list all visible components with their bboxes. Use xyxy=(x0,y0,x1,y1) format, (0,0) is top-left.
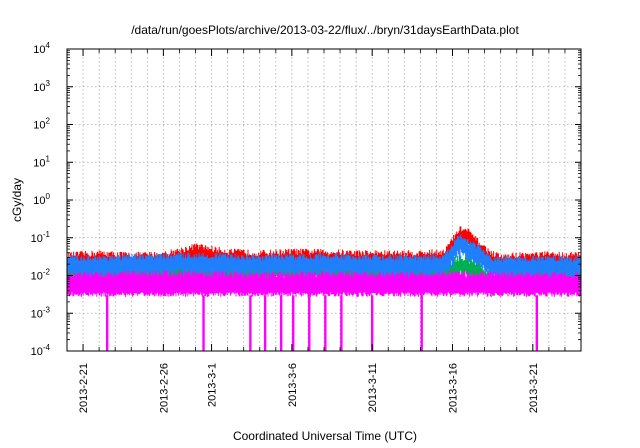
y-tick-label: 104 xyxy=(33,41,50,56)
y-tick-label: 10-2 xyxy=(31,268,51,283)
dropout-spike xyxy=(279,295,283,351)
dropout-spike xyxy=(292,295,295,351)
dropout-spike xyxy=(202,295,205,351)
dropout-spike xyxy=(324,295,327,351)
y-tick-exponent: -3 xyxy=(43,305,51,314)
y-tick-exponent: 0 xyxy=(46,192,51,201)
y-tick-label: 10-1 xyxy=(31,230,51,245)
dropout-spike xyxy=(105,295,109,351)
y-tick-label: 10-4 xyxy=(31,343,51,358)
series-4 xyxy=(67,270,581,297)
y-tick-base: 10 xyxy=(33,44,45,56)
x-tick-label: 2013-2-26 xyxy=(158,363,170,413)
x-tick-label: 2013-3-6 xyxy=(287,363,299,407)
y-tick-exponent: 2 xyxy=(46,117,51,126)
x-tick-label: 2013-3-11 xyxy=(367,363,379,412)
series-layer xyxy=(67,226,581,298)
y-tick-exponent: -1 xyxy=(43,230,51,239)
dropout-spike xyxy=(340,295,343,351)
x-tick-label: 2013-3-21 xyxy=(528,363,540,413)
y-tick-base: 10 xyxy=(33,157,45,169)
x-tick-label: 2013-2-21 xyxy=(78,363,90,413)
series-3 xyxy=(67,234,581,282)
series-4-band xyxy=(67,270,581,297)
y-tick-base: 10 xyxy=(33,82,45,94)
chart-title: /data/run/goesPlots/archive/2013-03-22/f… xyxy=(131,23,519,37)
y-tick-exponent: 1 xyxy=(46,154,51,163)
y-tick-base: 10 xyxy=(33,120,45,132)
y-axis-label: cGy/day xyxy=(10,178,24,222)
x-tick-label: 2013-3-16 xyxy=(448,363,460,413)
y-tick-exponent: 4 xyxy=(46,41,51,50)
plot-area xyxy=(66,48,582,352)
y-tick-base: 10 xyxy=(31,308,43,320)
x-axis: 2013-2-21 2013-2-26 2013-3-1 2013-3-6 2013-3… xyxy=(78,49,566,413)
y-tick-label: 100 xyxy=(33,192,50,207)
dropout-spike xyxy=(370,295,374,351)
grid-layer xyxy=(67,49,581,351)
y-tick-base: 10 xyxy=(31,233,43,245)
series-3-band xyxy=(67,234,581,282)
dropout-spike xyxy=(249,295,252,351)
y-tick-label: 10-3 xyxy=(31,305,51,320)
y-tick-label: 102 xyxy=(33,117,50,132)
y-tick-exponent: -2 xyxy=(43,268,51,277)
y-tick-base: 10 xyxy=(33,195,45,207)
x-tick-label: 2013-3-1 xyxy=(207,363,219,407)
x-axis-label: Coordinated Universal Time (UTC) xyxy=(233,429,417,443)
dropout-spike xyxy=(263,295,267,351)
dropout-layer xyxy=(105,295,539,351)
y-tick-base: 10 xyxy=(31,271,43,283)
y-tick-label: 103 xyxy=(33,79,50,94)
dropout-spike xyxy=(535,295,539,351)
y-tick-exponent: 3 xyxy=(46,79,51,88)
y-tick-label: 101 xyxy=(33,154,50,169)
dropout-spike xyxy=(308,295,311,351)
y-tick-base: 10 xyxy=(31,346,43,358)
y-tick-exponent: -4 xyxy=(43,343,51,352)
dropout-spike xyxy=(420,295,423,351)
